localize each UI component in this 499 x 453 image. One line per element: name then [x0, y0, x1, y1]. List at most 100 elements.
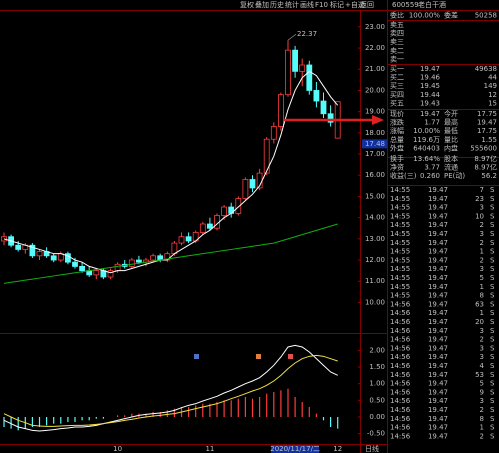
- stat-value: 10.00%: [413, 127, 440, 135]
- ma-line: [3, 223, 338, 284]
- y-tick-label: 1.50: [369, 363, 385, 371]
- stat-label: 内盘: [444, 143, 458, 152]
- trade-volume: 2: [480, 256, 484, 264]
- toolbar-button[interactable]: 历史: [270, 0, 284, 9]
- ratio-value: 50258: [475, 12, 497, 20]
- cursor-box: [362, 139, 387, 149]
- trade-volume: 10: [475, 212, 484, 220]
- trade-side: S: [490, 300, 495, 308]
- toolbar-button[interactable]: 叠加: [255, 0, 269, 9]
- candle-body: [270, 126, 277, 140]
- bid-price: 19.47: [420, 65, 440, 73]
- trade-time: 14:56: [390, 432, 411, 440]
- trade-side: S: [490, 380, 495, 388]
- high-label: 22.37: [297, 30, 317, 38]
- trade-volume: 3: [480, 353, 484, 361]
- trade-price: 19.47: [428, 336, 448, 344]
- candle-body: [306, 64, 313, 91]
- trade-side: S: [490, 186, 495, 194]
- trade-volume: 3: [480, 204, 484, 212]
- candle-body: [249, 179, 256, 189]
- trade-time: 14:55: [390, 186, 410, 194]
- trade-side: S: [490, 283, 495, 291]
- y-tick-label: 0.00: [369, 413, 385, 421]
- toolbar-button[interactable]: 返回: [360, 1, 374, 9]
- trade-side: S: [490, 239, 495, 247]
- trade-volume: 20: [475, 318, 484, 326]
- stat-label: 流通: [444, 163, 458, 172]
- date-highlight: [271, 445, 320, 453]
- trade-price: 19.47: [428, 204, 448, 212]
- candle-body: [327, 113, 334, 123]
- candle-body: [320, 100, 327, 115]
- trade-side: S: [490, 230, 495, 238]
- trade-side: S: [490, 265, 495, 273]
- candle-body: [93, 270, 100, 276]
- bid-volume: 49638: [475, 65, 497, 73]
- trade-volume: 2: [480, 336, 484, 344]
- trade-side: S: [490, 221, 495, 229]
- toolbar-button[interactable]: 复权: [240, 0, 254, 9]
- trade-time: 14:56: [390, 424, 411, 432]
- toolbar-button[interactable]: 标记: [330, 0, 344, 9]
- trade-side: S: [490, 318, 495, 326]
- bid-price: 19.45: [420, 82, 440, 90]
- high-pointer: [287, 33, 297, 41]
- trade-price: 19.47: [428, 406, 448, 414]
- trade-price: 19.47: [428, 283, 448, 291]
- trade-price: 19.47: [428, 371, 448, 379]
- trade-time: 14:55: [390, 230, 410, 238]
- trade-volume: 7: [480, 186, 484, 194]
- trade-volume: 9: [480, 388, 484, 396]
- candle-body: [15, 244, 22, 250]
- trade-volume: 2: [480, 406, 484, 414]
- trade-time: 14:55: [390, 292, 410, 300]
- trade-time: 14:55: [390, 274, 410, 282]
- stat-value: 17.75: [477, 127, 497, 135]
- trade-price: 19.47: [428, 221, 448, 229]
- trade-time: 14:55: [390, 239, 410, 247]
- trade-price: 19.47: [428, 212, 448, 220]
- y-tick-label: 18.00: [365, 129, 385, 137]
- stat-label: 最高: [444, 118, 458, 127]
- y-tick-label: 1.00: [369, 380, 385, 388]
- stat-value: 56.2: [481, 172, 497, 180]
- y-tick-label: 21.00: [365, 65, 385, 73]
- toolbar-button[interactable]: 统计: [285, 0, 299, 9]
- trade-price: 19.47: [428, 300, 448, 308]
- trade-volume: 8: [480, 292, 484, 300]
- toolbar-button[interactable]: +自选: [345, 0, 365, 9]
- toolbar-button[interactable]: F10: [315, 1, 328, 9]
- trade-time: 14:55: [390, 256, 410, 264]
- trade-volume: 1: [480, 283, 484, 291]
- stat-label: 最低: [444, 126, 458, 135]
- trade-price: 19.47: [428, 248, 448, 256]
- y-tick-label: 13.00: [365, 235, 385, 243]
- stat-value: 17.75: [477, 110, 497, 118]
- macd-line: [3, 354, 338, 427]
- trade-time: 14:56: [390, 388, 411, 396]
- trade-price: 19.47: [428, 353, 448, 361]
- date-label: 11: [205, 445, 214, 453]
- trade-side: S: [490, 292, 495, 300]
- y-tick-label: 15.00: [365, 192, 385, 200]
- red-arrow: [283, 115, 384, 125]
- date-label: 10: [113, 445, 122, 453]
- trade-side: S: [490, 256, 495, 264]
- trade-volume: 1: [480, 424, 484, 432]
- bid-volume: 149: [484, 82, 497, 90]
- y-tick-label: 20.00: [365, 86, 385, 94]
- trade-price: 19.47: [428, 380, 448, 388]
- toolbar-button[interactable]: 画线: [300, 0, 314, 9]
- trade-volume: 3: [480, 230, 484, 238]
- ask-label: 卖三: [390, 38, 404, 46]
- ratio-value: 100.00%: [409, 12, 440, 20]
- trade-volume: 3: [480, 397, 484, 405]
- trade-time: 14:55: [390, 221, 410, 229]
- trade-volume: 2: [480, 239, 484, 247]
- stock-code: 600559: [392, 1, 419, 9]
- stat-label: 净资: [390, 163, 404, 172]
- candle-body: [50, 255, 57, 261]
- bid-label: 买一: [390, 65, 404, 73]
- trade-side: S: [490, 327, 495, 335]
